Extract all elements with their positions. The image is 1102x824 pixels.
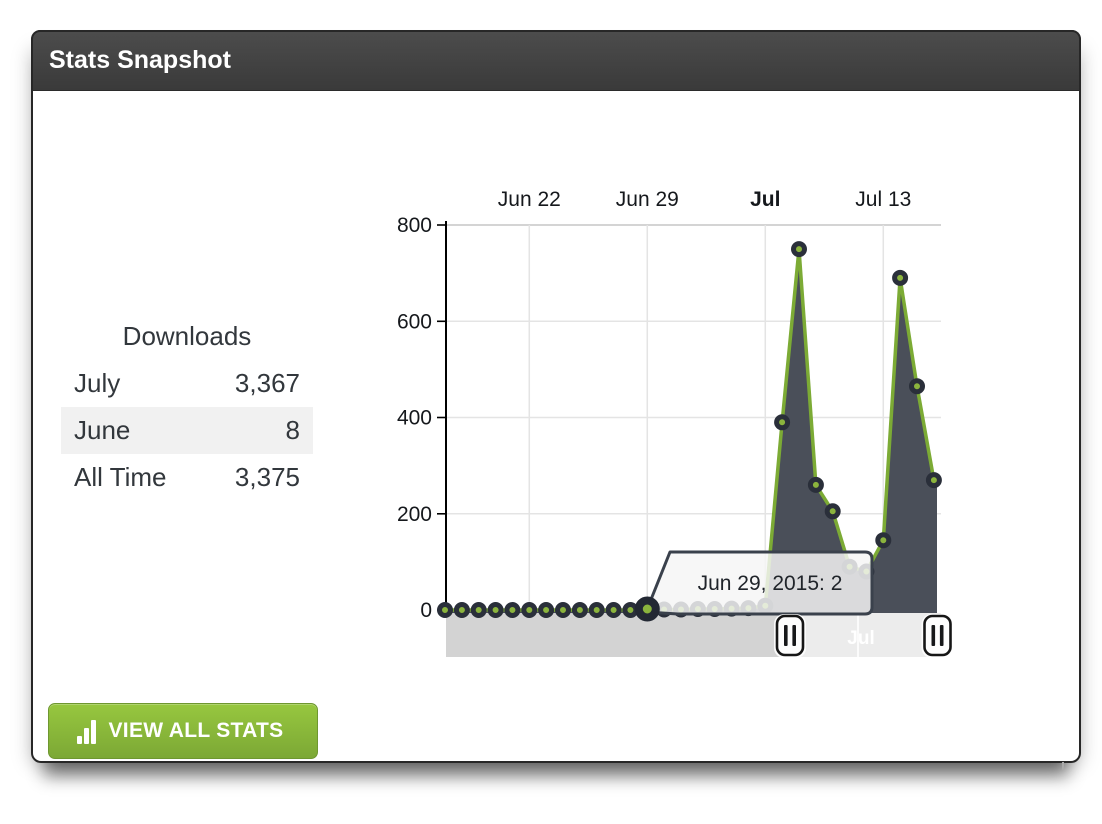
bar-chart-icon: [77, 718, 96, 744]
row-value: 8: [285, 415, 300, 445]
data-point[interactable]: [892, 269, 909, 286]
downloads-row-july: July 3,367: [61, 360, 313, 407]
data-point[interactable]: [875, 532, 892, 549]
data-point[interactable]: [437, 602, 453, 618]
widget-title: Stats Snapshot: [49, 46, 231, 74]
downloads-row-alltime: All Time 3,375: [61, 454, 313, 501]
hovered-data-point[interactable]: [634, 596, 660, 622]
range-selection[interactable]: [790, 613, 941, 657]
data-point[interactable]: [656, 601, 673, 618]
data-point[interactable]: [723, 600, 740, 617]
widget-header: Stats Snapshot: [31, 30, 1081, 91]
data-point[interactable]: [757, 597, 774, 614]
data-point[interactable]: [774, 414, 791, 431]
data-point[interactable]: [622, 602, 639, 618]
data-point[interactable]: [791, 241, 807, 258]
range-handle-right[interactable]: [923, 614, 952, 657]
row-label: All Time: [74, 462, 167, 492]
downloads-table-title: Downloads: [122, 321, 252, 351]
row-label: July: [74, 368, 121, 398]
data-point[interactable]: [706, 601, 723, 617]
data-point[interactable]: [807, 476, 824, 493]
view-all-stats-label: VIEW ALL STATS: [108, 719, 284, 742]
downloads-row-june: June 8: [61, 407, 313, 454]
data-point[interactable]: [504, 602, 521, 618]
data-point[interactable]: [740, 600, 757, 617]
data-point[interactable]: [689, 601, 706, 617]
row-value: 3,367: [234, 368, 300, 398]
data-point[interactable]: [470, 602, 487, 618]
data-point[interactable]: [555, 602, 571, 618]
data-point[interactable]: [925, 472, 942, 489]
view-all-stats-button[interactable]: VIEW ALL STATS: [48, 703, 318, 759]
data-point[interactable]: [538, 602, 555, 618]
data-point[interactable]: [858, 563, 875, 580]
data-point[interactable]: [487, 602, 504, 618]
row-value: 3,375: [234, 462, 300, 492]
data-point[interactable]: [571, 602, 588, 618]
data-point[interactable]: [824, 503, 841, 520]
downloads-table: Downloads July 3,367 June 8 All Time 3,3…: [61, 312, 313, 501]
data-point[interactable]: [673, 601, 689, 618]
data-point[interactable]: [453, 602, 470, 618]
data-point[interactable]: [588, 602, 605, 618]
data-point[interactable]: [521, 602, 538, 618]
row-label: June: [74, 415, 131, 445]
data-point[interactable]: [909, 378, 925, 395]
data-point[interactable]: [841, 558, 858, 575]
data-point[interactable]: [605, 602, 622, 618]
range-handle-left[interactable]: [775, 614, 805, 657]
